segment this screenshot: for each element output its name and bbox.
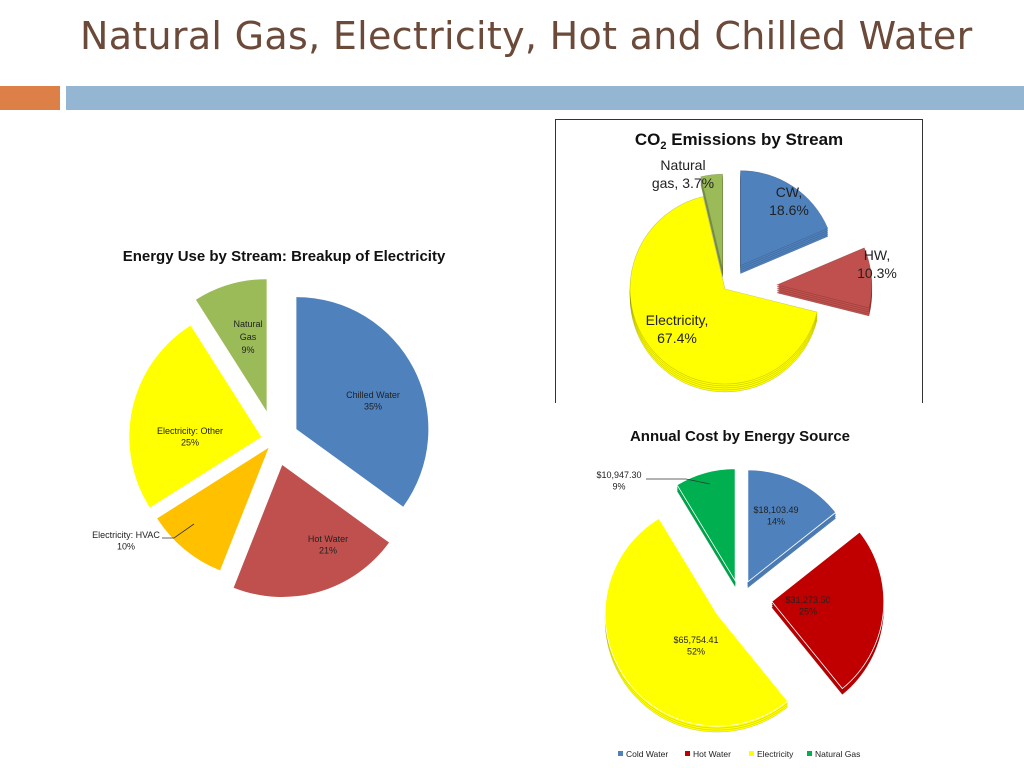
slice-group-electricity <box>604 517 789 733</box>
annual-cost-pie-chart: Annual Cost by Energy Source $18,103.49 1… <box>596 428 885 759</box>
label-hot-water: $31,273.50 25% <box>785 595 830 617</box>
legend-item-hot-water: Hot Water <box>685 749 731 759</box>
accent-bar-orange <box>0 86 60 110</box>
label-cold-water: $18,103.49 14% <box>753 505 798 527</box>
slice-group-electricity <box>629 196 818 393</box>
slice-group-cold-water <box>747 469 837 589</box>
label-natural-gas: $10,947.30 9% <box>596 470 641 492</box>
leader-line-natural-gas <box>646 478 711 485</box>
legend-swatch <box>807 751 812 756</box>
legend-item-cold-water: Cold Water <box>618 749 668 759</box>
label-chilled-water: Chilled Water 35% <box>346 390 400 412</box>
slice-hw <box>775 247 873 309</box>
slice-hot-water <box>233 464 390 597</box>
label-electricity-hvac: Electricity: HVAC 10% <box>92 530 160 552</box>
label-hw: HW, 10.3% <box>857 247 897 281</box>
slice-group-natural-gas <box>676 468 736 588</box>
legend-label: Hot Water <box>693 749 731 759</box>
slice-group-hot-water <box>771 531 885 695</box>
chart3-title: Annual Cost by Energy Source <box>630 428 850 445</box>
energy-use-pie-chart: Energy Use by Stream: Breakup of Electri… <box>92 248 446 597</box>
legend-item-electricity: Electricity <box>749 749 794 759</box>
slice-group-natural <box>700 173 723 278</box>
label-hot-water: Hot Water 21% <box>308 534 348 556</box>
legend-swatch <box>749 751 754 756</box>
label-electricity: Electricity, 67.4% <box>646 312 709 346</box>
legend-swatch <box>618 751 623 756</box>
label-electricity-other: Electricity: Other 25% <box>157 426 223 448</box>
slice-natural-gas <box>676 468 736 583</box>
slice-natural-gas <box>195 279 267 412</box>
legend-swatch <box>685 751 690 756</box>
chart2-title: CO2 Emissions by Stream <box>635 130 843 152</box>
label-electricity: $65,754.41 52% <box>673 635 718 657</box>
label-natural-gas: Natural Gas 9% <box>233 319 262 355</box>
slice-group-hw <box>775 247 873 317</box>
legend-label: Cold Water <box>626 749 668 759</box>
slice-electricity <box>629 196 818 385</box>
leader-line-hvac <box>162 523 195 539</box>
chart1-title: Energy Use by Stream: Breakup of Electri… <box>123 248 446 265</box>
slice-hot-water <box>771 531 885 690</box>
label-cw: CW, 18.6% <box>769 184 809 218</box>
slice-electricity <box>604 517 789 727</box>
slice-natural <box>700 173 723 270</box>
co2-chart-frame <box>555 119 923 403</box>
legend-label: Electricity <box>757 749 794 759</box>
label-natural-gas: Natural gas, 3.7% <box>652 157 714 191</box>
co2-emissions-pie-chart: CO2 Emissions by Stream CW, 18.6% HW, 10.3%… <box>629 130 897 393</box>
accent-bar-blue <box>66 86 1024 110</box>
slice-group-cw <box>740 170 829 275</box>
slice-electricity-other <box>129 325 262 508</box>
legend-label: Natural Gas <box>815 749 860 759</box>
slice-chilled-water <box>296 297 429 507</box>
slice-electricity-hvac <box>157 447 269 571</box>
slice-cold-water <box>747 469 837 583</box>
slice-cw <box>740 170 829 267</box>
legend-item-natural-gas: Natural Gas <box>807 749 860 759</box>
slide-title: Natural Gas, Electricity, Hot and Chille… <box>80 14 973 58</box>
